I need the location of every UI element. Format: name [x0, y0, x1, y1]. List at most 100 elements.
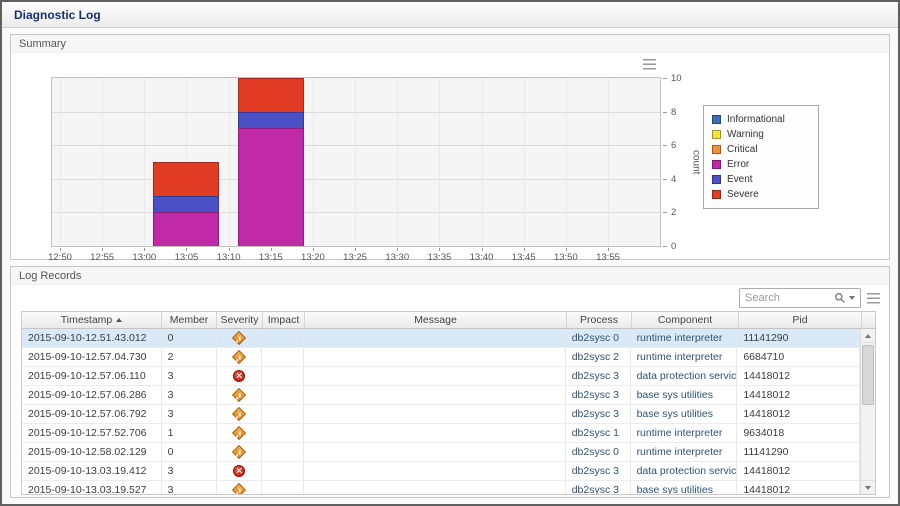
warning-icon — [231, 444, 247, 460]
cell-pid: 14418012 — [737, 367, 861, 385]
log-records-panel-header: Log Records — [11, 267, 889, 285]
table-scrollbar[interactable] — [860, 329, 875, 494]
cell-timestamp: 2015-09-10-12.51.43.012 — [22, 329, 162, 347]
cell-message — [304, 329, 566, 347]
x-tick-mark — [397, 248, 399, 251]
column-header-process[interactable]: Process — [567, 312, 632, 328]
scrollbar-thumb[interactable] — [862, 345, 874, 405]
y-tick-label: 0 — [671, 241, 677, 252]
vertical-gridline — [60, 78, 61, 246]
cell-impact — [262, 481, 305, 494]
arrow-down-icon — [865, 485, 871, 490]
table-row[interactable]: 2015-09-10-12.57.06.286 3 db2sysc 3 base sy… — [22, 386, 861, 405]
table-row[interactable]: 2015-09-10-13.03.19.527 3 db2sysc 3 base sy… — [22, 481, 861, 494]
cell-process: db2sysc 1 — [566, 424, 631, 442]
stacked-bar[interactable] — [153, 162, 220, 246]
table-row[interactable]: 2015-09-10-12.58.02.129 0 db2sysc 0 runtime… — [22, 443, 861, 462]
log-records-panel: Log Records Timestamp Member Severity Impac… — [10, 266, 890, 498]
cell-message — [304, 481, 566, 494]
table-row[interactable]: 2015-09-10-12.57.04.730 2 db2sysc 2 runtime… — [22, 348, 861, 367]
cell-member: 3 — [162, 462, 217, 480]
y-tick-mark — [663, 178, 667, 180]
cell-member: 3 — [162, 367, 217, 385]
bar-segment-event[interactable] — [237, 111, 304, 129]
grid-options-icon[interactable] — [867, 293, 880, 304]
column-header-pid[interactable]: Pid — [739, 312, 862, 328]
table-row[interactable]: 2015-09-10-12.57.52.706 1 db2sysc 1 runtime… — [22, 424, 861, 443]
log-records-table: Timestamp Member Severity Impact Message Proc… — [21, 311, 876, 495]
cell-member: 3 — [162, 481, 217, 494]
sort-ascending-icon — [116, 318, 123, 322]
cell-pid: 14418012 — [737, 405, 861, 423]
x-tick-label: 13:25 — [343, 252, 367, 263]
x-tick-mark — [608, 248, 609, 251]
column-header-impact[interactable]: Impact — [263, 312, 305, 328]
column-header-member[interactable]: Member — [162, 312, 217, 328]
x-tick-label: 12:55 — [90, 252, 115, 263]
vertical-gridline — [397, 78, 399, 246]
legend-item[interactable]: Critical — [712, 142, 810, 157]
cell-message — [304, 367, 566, 385]
legend-item[interactable]: Severe — [712, 187, 810, 202]
vertical-gridline — [608, 78, 609, 246]
cell-severity — [217, 462, 263, 480]
scroll-up-button[interactable] — [861, 329, 875, 343]
scroll-down-button[interactable] — [861, 480, 875, 494]
cell-process: db2sysc 0 — [566, 443, 631, 461]
x-tick-mark — [481, 248, 483, 251]
legend-item[interactable]: Warning — [712, 127, 810, 142]
bar-segment-error[interactable] — [153, 212, 220, 246]
cell-severity — [217, 443, 263, 461]
search-icon[interactable] — [834, 292, 846, 304]
search-input[interactable] — [740, 292, 834, 304]
search-dropdown-icon[interactable] — [849, 296, 855, 300]
cell-member: 3 — [162, 386, 217, 404]
x-tick-label: 13:20 — [301, 252, 325, 263]
page-title: Diagnostic Log — [14, 7, 101, 22]
cell-timestamp: 2015-09-10-12.57.06.792 — [22, 405, 162, 423]
error-icon — [233, 370, 245, 382]
legend-item[interactable]: Error — [712, 157, 810, 172]
column-header-timestamp[interactable]: Timestamp — [22, 312, 162, 328]
column-header-severity[interactable]: Severity — [217, 312, 263, 328]
table-row[interactable]: 2015-09-10-12.57.06.792 3 db2sysc 3 base sy… — [22, 405, 861, 424]
bar-segment-severe[interactable] — [237, 78, 304, 112]
x-tick-mark — [186, 248, 188, 251]
column-header-message[interactable]: Message — [305, 312, 567, 328]
legend-item[interactable]: Informational — [712, 112, 810, 127]
horizontal-gridline — [52, 111, 660, 113]
table-row[interactable]: 2015-09-10-13.03.19.412 3 db2sysc 3 data pr… — [22, 462, 861, 481]
chart-plot-area — [51, 77, 661, 247]
cell-message — [304, 405, 566, 423]
x-tick-label: 12:50 — [48, 252, 72, 263]
table-row[interactable]: 2015-09-10-12.57.06.110 3 db2sysc 3 data pr… — [22, 367, 861, 386]
y-axis-title: count — [690, 149, 702, 175]
chart-options-icon[interactable] — [643, 59, 656, 70]
x-tick-label: 13:50 — [553, 252, 578, 263]
cell-component: base sys utilities — [631, 405, 738, 423]
horizontal-gridline — [52, 212, 660, 214]
warning-icon — [231, 425, 247, 441]
bar-segment-error[interactable] — [237, 128, 304, 246]
warning-icon — [231, 387, 247, 403]
search-box — [739, 288, 861, 308]
cell-message — [304, 348, 566, 366]
summary-panel: Summary 12:50 12:55 13:00 13:05 13:10 13:15 13… — [10, 34, 890, 263]
column-header-label: Pid — [792, 314, 808, 326]
y-tick-label: 10 — [671, 73, 682, 84]
table-row[interactable]: 2015-09-10-12.51.43.012 0 db2sysc 0 runtime… — [22, 329, 861, 348]
y-tick-mark — [663, 111, 667, 113]
cell-message — [304, 424, 566, 442]
x-tick-label: 13:45 — [511, 252, 536, 263]
legend-label: Error — [727, 159, 750, 170]
x-tick-mark — [270, 248, 272, 251]
stacked-bar[interactable] — [237, 78, 304, 246]
column-header-component[interactable]: Component — [632, 312, 739, 328]
cell-process: db2sysc 3 — [566, 481, 631, 494]
bar-segment-event[interactable] — [153, 195, 220, 213]
legend-item[interactable]: Event — [712, 172, 810, 187]
log-records-panel-title: Log Records — [19, 269, 82, 282]
warning-icon — [231, 349, 247, 365]
bar-segment-severe[interactable] — [153, 162, 220, 196]
cell-component: runtime interpreter — [631, 348, 738, 366]
